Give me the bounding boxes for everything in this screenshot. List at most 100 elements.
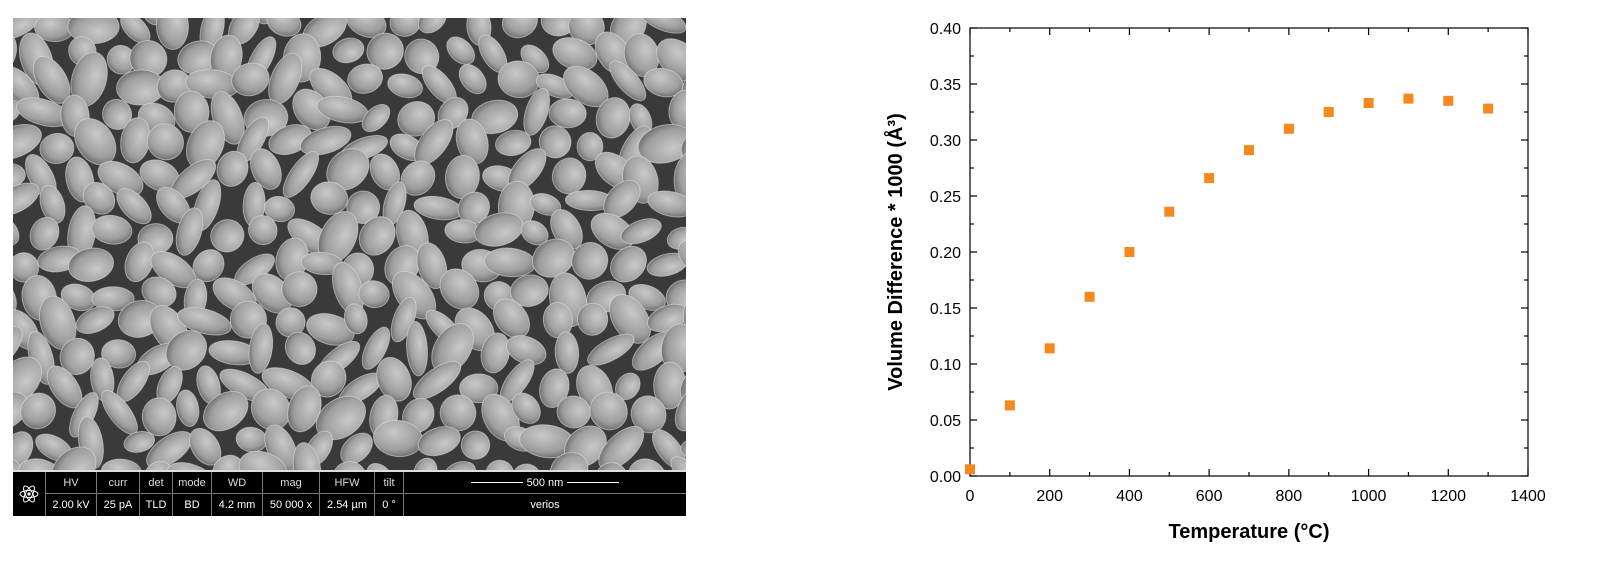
sem-label-mode: mode [173,472,211,494]
sem-grain [595,97,631,139]
sem-grain [389,18,422,37]
sem-grain [571,242,609,280]
sem-grain [39,132,75,165]
sem-col-curr: curr 25 pA [97,472,140,516]
sem-grain [670,456,686,470]
sem-value-hfw: 2.54 µm [327,499,367,511]
sem-grain [539,368,570,408]
sem-grain [627,458,668,470]
sem-grain [609,60,647,102]
sem-grain [100,458,142,470]
data-point [1004,400,1015,411]
sem-grain [549,451,589,470]
sem-micrograph-panel: HV 2.00 kV curr 25 pA det TLD mode BD WD… [13,18,686,516]
data-point [1164,206,1175,217]
data-point [1244,145,1254,156]
sem-grain [412,360,462,400]
sem-grain [306,313,355,346]
sem-grain [282,151,320,198]
sem-label-hfw: HFW [320,472,374,494]
sem-grain [248,215,278,246]
sem-grain [13,356,43,407]
sem-grain [677,239,686,282]
sem-grain [332,460,367,470]
sem-grain [674,384,686,432]
sem-grain [263,195,296,223]
sem-grain [416,242,448,290]
sem-grain [97,160,144,197]
data-point [1283,123,1294,134]
sem-grain [647,190,686,218]
sem-grain [511,463,542,470]
sem-grain [417,426,461,457]
sem-grain [332,37,365,64]
instrument-name: verios [530,499,560,511]
sem-grain [589,391,628,431]
sem-grain [646,252,686,277]
sem-grain [620,218,662,245]
x-axis-title: Temperature (°C) [1169,521,1330,543]
sem-grain [358,280,390,309]
sem-value-mode: BD [184,499,200,511]
sem-grain [460,430,491,460]
sem-col-mag: mag 50 000 x [263,472,320,516]
sem-grain [123,430,156,453]
sem-grain [13,326,23,372]
sem-label-hv: HV [46,472,96,494]
sem-grain [39,184,66,224]
sem-grain [413,457,438,470]
sem-value-tilt: 0 ° [382,499,396,511]
sem-grain [175,207,204,256]
sem-grain [376,356,412,402]
y-axis-title: Volume Difference * 1000 (Å³) [883,113,907,391]
scale-bar-line-left [470,482,523,483]
sem-value-mag: 50 000 x [269,499,313,511]
data-point [1483,103,1494,114]
sem-grain [556,395,591,429]
sem-grain [13,31,18,73]
x-tick-label: 400 [1116,488,1143,505]
sem-value-curr: 25 pA [103,499,133,511]
sem-grain [520,220,549,246]
sem-grain [101,339,137,369]
sem-grain [13,457,21,470]
sem-grain [284,331,316,365]
sem-grain [299,125,352,156]
sem-grain [637,123,686,164]
y-tick-label: 0.00 [930,469,961,486]
sem-grain [347,63,383,94]
data-point [1084,291,1095,302]
sem-scale-column: 500 nm verios [404,472,686,516]
sem-grain [495,129,532,157]
sem-grain [509,274,549,307]
sem-grain [250,148,282,190]
sem-grain [551,157,587,195]
sem-grain [340,432,373,465]
sem-grain [587,333,635,366]
data-point [965,464,975,475]
sem-grain [67,247,115,282]
y-tick-label: 0.10 [930,357,961,374]
sem-grain [248,323,274,374]
sem-col-hv: HV 2.00 kV [46,472,97,516]
y-tick-label: 0.15 [930,301,961,318]
sem-grain [281,271,318,308]
sem-col-tilt: tilt 0 ° [375,472,404,516]
sem-grain [444,461,476,470]
y-tick-label: 0.30 [930,133,961,150]
sem-col-hfw: HFW 2.54 µm [320,472,375,516]
sem-grain [366,463,395,470]
sem-grain [165,330,208,371]
sem-grain [439,394,477,432]
y-tick-label: 0.25 [930,189,961,206]
sem-grain [511,392,541,424]
sem-grain [146,123,184,161]
sem-grain [252,18,280,25]
sem-grain [176,389,200,427]
sem-grain [455,118,489,165]
sem-grain [238,450,288,470]
data-point [1204,173,1215,184]
plot-frame [969,27,1529,477]
sem-grain [446,36,476,65]
sem-value-det: TLD [145,499,167,511]
